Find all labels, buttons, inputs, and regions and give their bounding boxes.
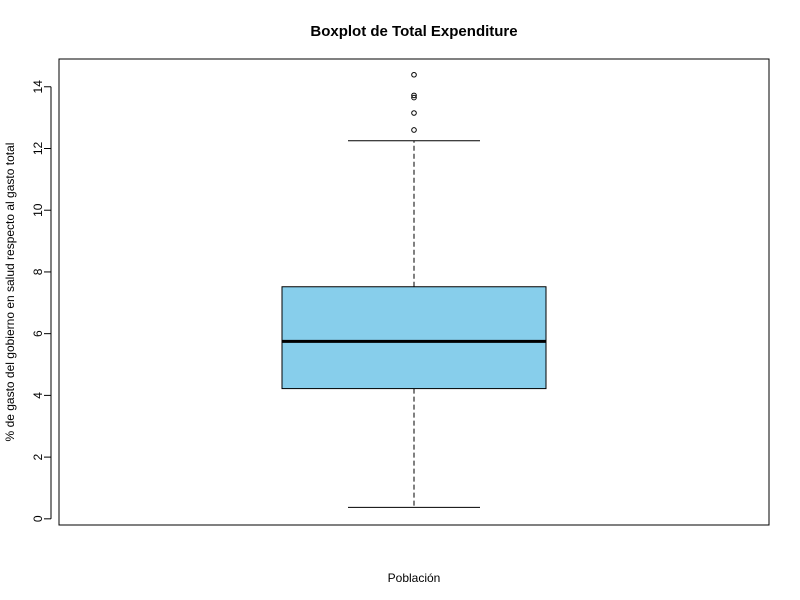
- y-axis: 0 2 4 6 8 10 12 14: [31, 80, 52, 522]
- outlier-point: [411, 94, 417, 101]
- y-tick-label: 0: [31, 515, 45, 522]
- iqr-box: [281, 286, 547, 390]
- y-tick-label: 12: [31, 142, 45, 156]
- outlier-point: [411, 92, 417, 99]
- y-tick-label: 14: [31, 80, 45, 94]
- chart-title: Boxplot de Total Expenditure: [310, 23, 517, 40]
- y-tick-label: 2: [31, 453, 45, 460]
- outlier-point: [411, 110, 417, 116]
- plot-frame: [58, 58, 770, 526]
- y-tick-label: 4: [31, 392, 45, 399]
- y-axis-label: % de gasto del gobierno en salud respect…: [3, 143, 17, 442]
- outlier-point: [411, 127, 417, 133]
- y-tick-label: 10: [31, 203, 45, 217]
- x-axis-label: Población: [388, 571, 441, 585]
- outlier-point: [411, 71, 417, 78]
- y-tick-label: 8: [31, 268, 45, 275]
- y-tick-label: 6: [31, 330, 45, 337]
- box-group: [281, 71, 547, 508]
